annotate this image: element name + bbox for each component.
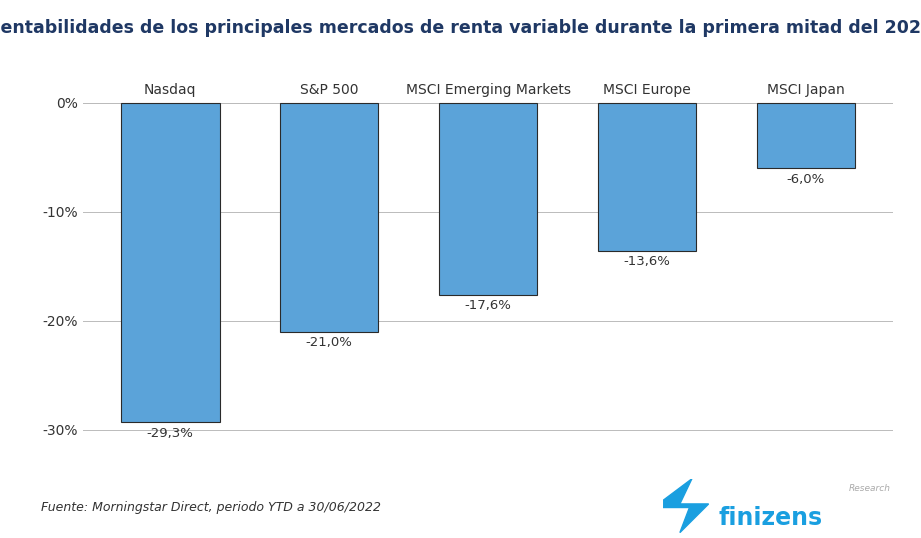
Bar bbox=[439, 103, 537, 295]
Text: MSCI Emerging Markets: MSCI Emerging Markets bbox=[405, 83, 571, 97]
Bar bbox=[757, 103, 856, 168]
Bar bbox=[121, 103, 219, 422]
Text: -21,0%: -21,0% bbox=[306, 336, 353, 349]
Text: Rentabilidades de los principales mercados de renta variable durante la primera : Rentabilidades de los principales mercad… bbox=[0, 19, 921, 37]
Text: Research: Research bbox=[848, 484, 891, 493]
Text: -13,6%: -13,6% bbox=[624, 256, 670, 268]
Polygon shape bbox=[663, 479, 708, 533]
Text: MSCI Europe: MSCI Europe bbox=[603, 83, 691, 97]
Text: Fuente: Morningstar Direct, periodo YTD a 30/06/2022: Fuente: Morningstar Direct, periodo YTD … bbox=[41, 501, 381, 514]
Text: -17,6%: -17,6% bbox=[465, 299, 511, 312]
Text: -29,3%: -29,3% bbox=[146, 427, 193, 440]
Text: Nasdaq: Nasdaq bbox=[144, 83, 196, 97]
Text: -6,0%: -6,0% bbox=[787, 173, 825, 186]
Text: finizens: finizens bbox=[718, 506, 822, 530]
Bar bbox=[598, 103, 696, 251]
Text: S&P 500: S&P 500 bbox=[300, 83, 358, 97]
Bar bbox=[280, 103, 379, 332]
Text: MSCI Japan: MSCI Japan bbox=[767, 83, 845, 97]
